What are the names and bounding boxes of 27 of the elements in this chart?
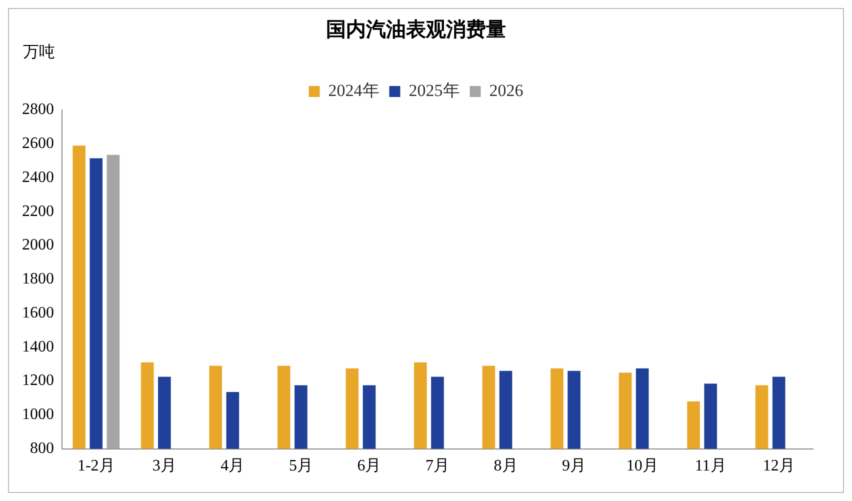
- legend-label: 2026: [489, 80, 524, 100]
- y-tick-label: 1000: [22, 406, 54, 424]
- y-tick-label: 2400: [22, 168, 54, 186]
- x-tick-label: 10月: [626, 458, 658, 475]
- x-tick-label: 6月: [357, 458, 382, 475]
- y-tick-label: 2800: [22, 101, 54, 118]
- x-tick-label: 5月: [288, 458, 313, 475]
- y-tick-label: 1400: [22, 338, 54, 356]
- x-tick-label: 8月: [494, 458, 518, 475]
- x-tick-label: 11月: [694, 458, 726, 475]
- chart-title: 国内汽油表观消费量: [326, 19, 506, 42]
- y-tick-label: 2600: [22, 135, 54, 152]
- y-axis-title: 万吨: [23, 43, 55, 62]
- x-tick-label: 3月: [152, 458, 176, 475]
- x-tick-label: 1-2月: [77, 458, 115, 475]
- x-tick-label: 12月: [762, 458, 795, 475]
- y-tick-label: 1200: [22, 372, 54, 390]
- y-tick-label: 2000: [22, 236, 54, 254]
- x-tick-label: 4月: [220, 458, 245, 475]
- y-tick-label: 800: [30, 440, 54, 458]
- x-tick-label: 9月: [562, 458, 586, 475]
- y-tick-label: 1600: [22, 304, 54, 322]
- y-tick-label: 2200: [22, 202, 54, 220]
- y-tick-label: 1800: [22, 270, 54, 288]
- x-tick-label: 7月: [426, 458, 450, 475]
- legend-label: 2024年: [328, 80, 380, 100]
- legend-label: 2025年: [408, 80, 460, 100]
